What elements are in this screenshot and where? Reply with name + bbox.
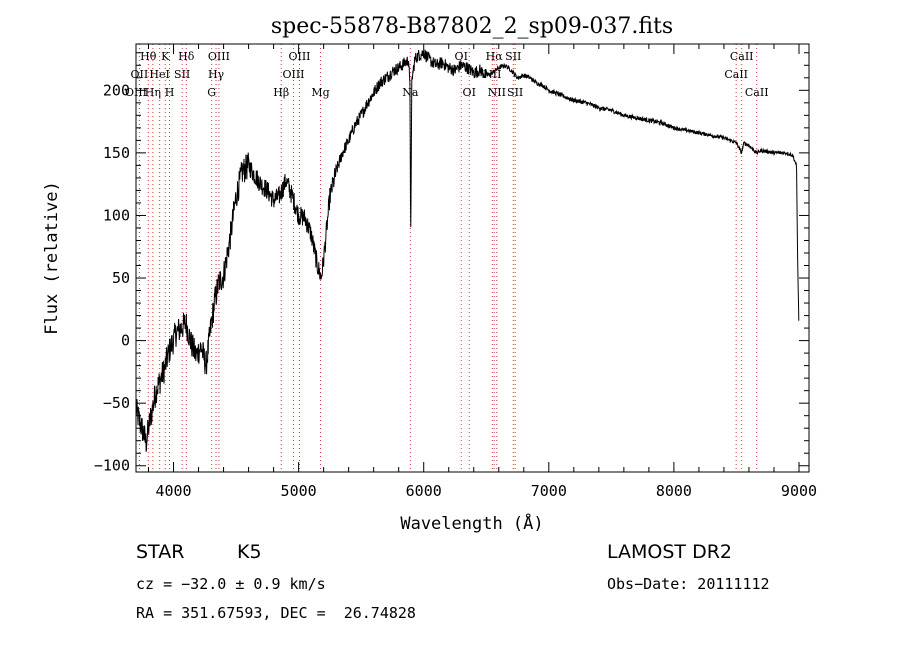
y-tick-label: 100 <box>103 206 130 224</box>
spectral-line-label: Hδ <box>178 50 195 63</box>
coordinates: RA = 351.67593, DEC = 26.74828 <box>136 604 416 622</box>
redshift-cz: cz = −32.0 ± 0.9 km/s <box>136 575 326 593</box>
x-axis: 4000 5000 6000 7000 8000 9000 <box>148 44 817 500</box>
spectral-line-label: CaII <box>724 68 748 81</box>
x-tick-label: 9000 <box>781 482 817 500</box>
spectral-line-label: OIII <box>208 50 230 63</box>
spectral-line-label: G <box>207 86 216 99</box>
y-axis-label: Flux (relative) <box>42 181 62 335</box>
x-tick-label: 6000 <box>406 482 442 500</box>
spectral-line-label: SII <box>507 86 523 99</box>
spectral-line-label: OIII <box>288 50 310 63</box>
object-class: STAR <box>136 541 185 563</box>
spectral-line-label: OIII <box>282 68 304 81</box>
y-tick-label: −100 <box>94 457 130 475</box>
spectral-line-label: Hθ <box>140 50 157 63</box>
spectral-line-label: CaII <box>730 50 754 63</box>
object-subclass: K5 <box>237 541 262 563</box>
x-tick-label: 8000 <box>656 482 692 500</box>
spectral-line-label: Hη <box>145 86 161 99</box>
x-tick-label: 4000 <box>155 482 191 500</box>
x-tick-label: 7000 <box>531 482 567 500</box>
spectral-line-label: Mg <box>311 86 329 99</box>
y-tick-label: 50 <box>112 269 130 287</box>
spectral-line-label: Hγ <box>208 68 225 81</box>
x-axis-label: Wavelength (Å) <box>400 512 543 534</box>
plot-frame <box>135 43 810 473</box>
spectral-line-label: NII <box>488 86 506 99</box>
spectral-line-label: H <box>165 86 175 99</box>
spectral-line-label: Na <box>402 86 419 99</box>
survey-name: LAMOST DR2 <box>607 541 732 563</box>
y-tick-label: 150 <box>103 144 130 162</box>
y-tick-label: −50 <box>103 394 130 412</box>
chart-title: spec-55878-B87802_2_sp09-037.fits <box>271 14 673 39</box>
y-tick-label: 200 <box>103 81 130 99</box>
x-tick-label: 5000 <box>281 482 317 500</box>
spectral-line-markers <box>135 44 758 472</box>
series-layer <box>135 49 800 452</box>
spectral-line-label: OII <box>131 68 149 81</box>
observation-date: Obs−Date: 20111112 <box>607 575 770 593</box>
spectral-line-label: OI <box>463 86 476 99</box>
spectral-line-label: SII <box>174 68 190 81</box>
spectral-line-label: Hβ <box>273 86 289 99</box>
spectral-line-label: SII <box>505 50 521 63</box>
spectral-line-label: OI <box>455 50 468 63</box>
spectral-line-label: K <box>161 50 170 63</box>
spectral-line-label: Hα <box>486 50 504 63</box>
spectral-line-label: HeI <box>149 68 169 81</box>
flux-series-line <box>135 49 800 452</box>
y-tick-label: 0 <box>121 332 130 350</box>
y-axis: −100 −50 0 50 100 150 200 <box>94 52 809 475</box>
spectral-line-label: CaII <box>745 86 769 99</box>
